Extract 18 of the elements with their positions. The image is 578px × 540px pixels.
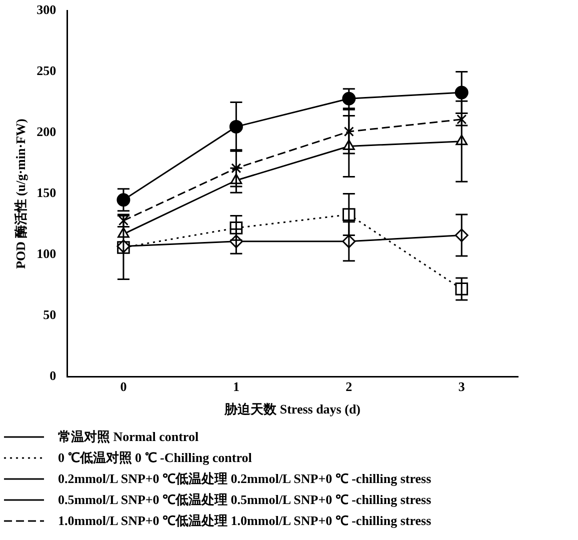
y-tick-label: 150 (36, 185, 56, 200)
x-tick-label: 0 (120, 378, 127, 394)
y-axis-title: POD 酶活性 (u/g·min·FW) (13, 118, 28, 269)
x-axis-title: 胁迫天数 Stress days (d) (224, 402, 361, 417)
x-tick-label: 2 (346, 378, 352, 394)
y-tick-label: 200 (36, 124, 56, 140)
y-tick-label: 100 (36, 246, 56, 262)
legend-label: 0.2mmol/L SNP+0 ℃低温处理 0.2mmol/L SNP+0 ℃ -chilling stress (58, 470, 432, 488)
y-tick-label: 50 (43, 307, 56, 322)
legend-label: 0 ℃低温对照 0 ℃ -Chilling control (58, 449, 252, 467)
legend-label: 1.0mmol/L SNP+0 ℃低温处理 1.0mmol/L SNP+0 ℃ -chilling stress (58, 512, 432, 530)
y-tick-label: 0 (50, 368, 56, 384)
x-tick-label: 1 (232, 378, 240, 394)
legend-label: 0.5mmol/L SNP+0 ℃低温处理 0.5mmol/L SNP+0 ℃ -chilling stress (58, 491, 432, 509)
y-tick-label: 250 (36, 63, 56, 78)
y-tick-label: 300 (36, 2, 56, 18)
legend-label: 常温对照 Normal control (58, 428, 199, 446)
x-tick-label: 3 (458, 378, 466, 394)
